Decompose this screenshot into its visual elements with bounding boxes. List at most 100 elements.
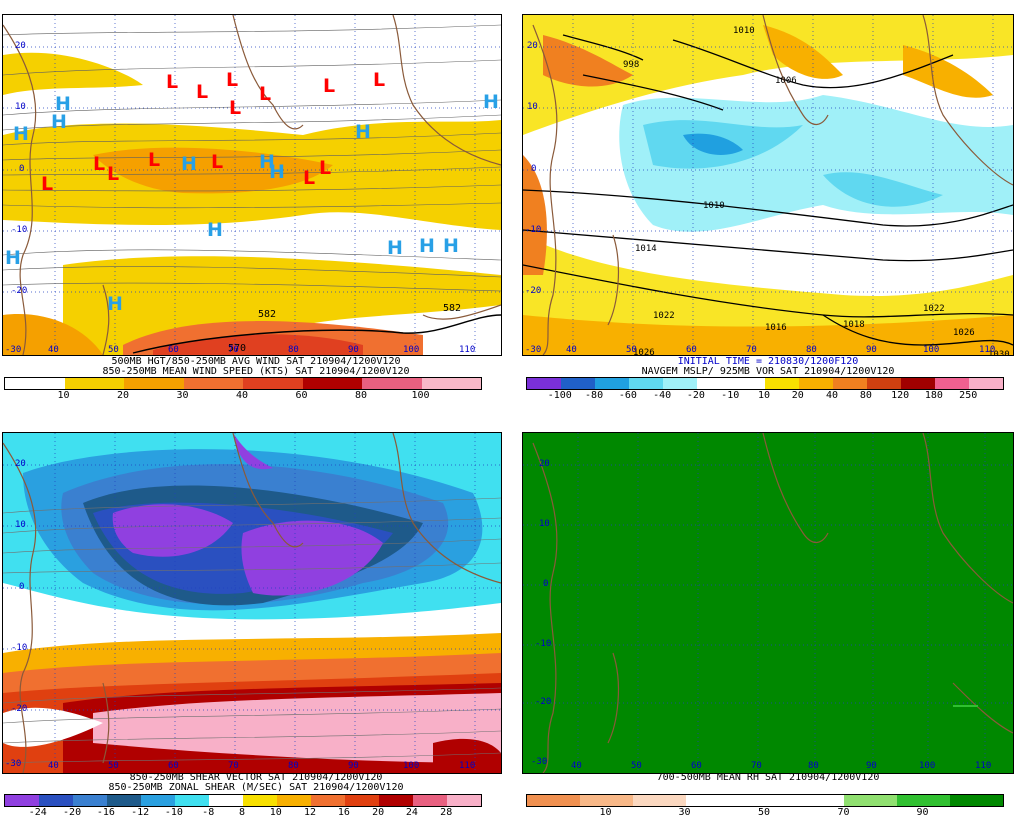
colorbar-tick: -24 [28,807,47,818]
mslp-initial-time: INITIAL TIME = 210830/1200F120 [677,356,859,367]
colorbar-tick: 90 [916,807,929,818]
lon-label: 90 [348,345,359,355]
shear-colorbar-ticks: -24 -20 -16 -12 -10 -8 8 10 12 16 20 24 … [4,807,480,819]
colorbar-tick: 8 [238,807,246,818]
colorbar-tick: 60 [295,390,308,401]
colorbar-tick: 10 [757,390,771,401]
rh-panel: 20 10 0 -10 -20 -30 40 50 60 70 80 90 10… [512,410,1024,819]
lat-label: 10 [527,102,538,112]
lon-label: 60 [168,345,179,355]
lat-label: -10 [11,225,28,235]
lon-label: 90 [866,761,877,771]
lon-label: 40 [48,761,59,771]
isobar-label: 1014 [635,244,657,254]
lon-label: 50 [626,345,637,355]
high-marker: H [207,219,223,241]
high-marker: H [259,151,275,173]
isobar-label: 1010 [733,26,755,36]
low-marker: L [373,69,386,91]
lon-label: 70 [228,345,239,355]
lon-label: 50 [631,761,642,771]
low-marker: L [148,149,161,171]
colorbar-tick: 28 [440,807,453,818]
high-marker: H [419,235,435,257]
shear-map: 20 10 0 -10 -20 -30 40 50 60 70 80 90 10… [2,432,502,774]
colorbar-tick: -80 [585,390,604,401]
colorbar-tick: -20 [63,807,82,818]
rh-caption: 700-500MB MEAN RH SAT 210904/1200V120 [656,772,880,783]
low-marker: L [319,157,332,179]
rh-map-graphic [523,433,1013,773]
colorbar-tick: 40 [826,390,839,401]
wind-colorbar [4,377,482,390]
lon-label: 70 [751,761,762,771]
low-marker: L [303,167,316,189]
lat-label: 10 [539,519,550,529]
shear-caption-line2: 850-250MB ZONAL SHEAR (M/SEC) SAT 210904… [108,782,404,793]
colorbar-tick: -10 [164,807,183,818]
colorbar-tick: 20 [116,390,130,401]
lon-label: 110 [975,761,992,771]
colorbar-tick: 80 [859,390,872,401]
colorbar-tick: 50 [757,807,771,818]
high-marker: H [51,111,67,133]
isobar-label: 1030 [988,350,1010,355]
isobar-label: 998 [623,60,639,70]
low-marker: L [107,163,120,185]
colorbar-tick: 180 [924,390,943,401]
lon-label: 60 [691,761,702,771]
high-marker: H [387,237,403,259]
lat-label: -30 [5,759,22,769]
lon-label: 40 [48,345,59,355]
lon-label: 60 [168,761,179,771]
lon-label: 110 [979,345,996,355]
lon-label: 80 [288,345,299,355]
colorbar-tick: -60 [618,390,637,401]
colorbar-tick: 10 [57,390,70,401]
colorbar-tick: 30 [678,807,691,818]
isobar-label: 1018 [843,320,865,330]
colorbar-tick: 80 [354,390,368,401]
high-marker: H [443,235,459,257]
lon-label: 40 [566,345,577,355]
mslp-colorbar-ticks: -100 -80 -60 -40 -20 -10 10 20 40 80 120… [526,390,1002,402]
low-marker: L [226,69,239,91]
lat-label: -10 [525,225,542,235]
lon-label: 100 [403,761,420,771]
lat-label: -20 [11,704,28,714]
colorbar-tick: -16 [96,807,115,818]
lat-label: 20 [15,459,26,469]
colorbar-tick: 30 [176,390,189,401]
colorbar-tick: 20 [372,807,385,818]
isobar-label: 1016 [765,323,787,333]
low-marker: L [259,83,272,105]
lon-label: 110 [459,345,476,355]
mslp-caption: NAVGEM MSLP/ 925MB VOR SAT 210904/1200V1… [641,366,895,377]
lat-label: -30 [531,757,548,767]
low-marker: L [41,173,54,195]
isobar-label: 1022 [653,311,675,321]
wind-caption-line2: 850-250MB MEAN WIND SPEED (KTS) SAT 2109… [102,366,410,377]
lon-label: 90 [866,345,877,355]
high-marker: H [483,91,499,113]
lon-label: 80 [806,345,817,355]
mslp-panel: 1010 1016 1006 998 1010 1014 1022 1018 1… [512,0,1024,409]
lat-label: -10 [11,643,28,653]
lon-label: 60 [686,345,697,355]
lon-label: 80 [808,761,819,771]
lon-label: 40 [571,761,582,771]
lat-label: 20 [527,41,538,51]
colorbar-tick: -8 [202,807,215,818]
lat-label: -30 [5,345,22,355]
low-marker: L [166,71,179,93]
colorbar-tick: 24 [405,807,418,818]
isobar-label: 1010 [703,201,725,211]
lat-label: -20 [525,286,542,296]
high-marker: H [355,121,371,143]
rh-colorbar-ticks: 10 30 50 70 90 [526,807,1002,819]
high-marker: H [5,247,21,269]
lon-label: 100 [923,345,940,355]
lat-label: -10 [535,639,552,649]
low-marker: L [323,75,336,97]
wind-map: 582 582 570 L L L L L L L L L L L L L L … [2,14,502,356]
